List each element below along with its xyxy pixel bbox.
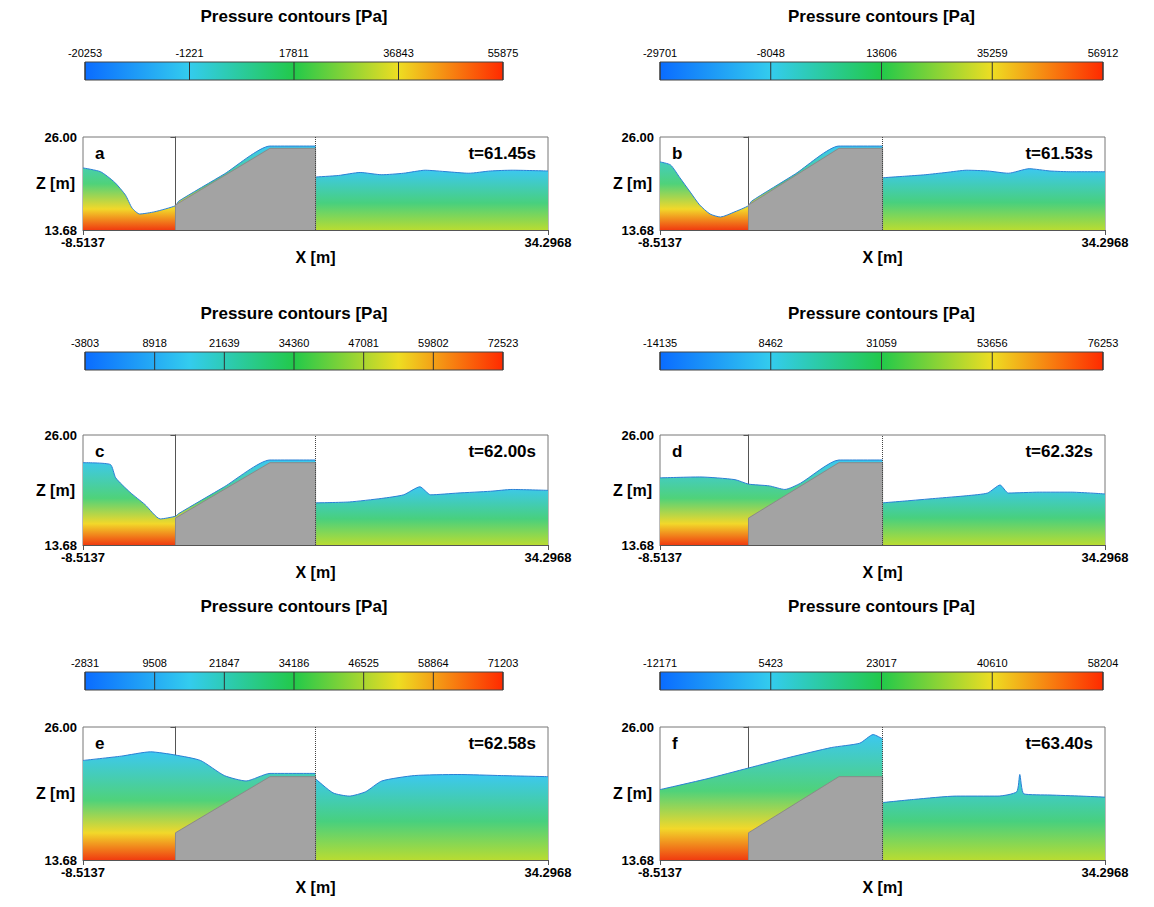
svg-text:56912: 56912 — [1088, 47, 1119, 59]
svg-text:-1221: -1221 — [175, 47, 203, 59]
svg-text:Pressure contours [Pa]: Pressure contours [Pa] — [200, 597, 387, 616]
svg-text:e: e — [95, 734, 104, 753]
svg-text:-20253: -20253 — [68, 47, 102, 59]
svg-text:5423: 5423 — [759, 657, 783, 669]
svg-text:76253: 76253 — [1088, 337, 1119, 349]
svg-text:36843: 36843 — [383, 47, 414, 59]
svg-text:-8.5137: -8.5137 — [638, 550, 682, 565]
svg-text:34186: 34186 — [279, 657, 310, 669]
svg-text:-8.5137: -8.5137 — [61, 865, 105, 880]
svg-text:-3803: -3803 — [71, 337, 99, 349]
svg-text:d: d — [672, 442, 682, 461]
svg-text:17811: 17811 — [279, 47, 309, 59]
svg-text:26.00: 26.00 — [621, 720, 654, 735]
svg-text:13.68: 13.68 — [44, 537, 77, 553]
svg-text:58204: 58204 — [1088, 657, 1119, 669]
svg-text:13.68: 13.68 — [621, 537, 654, 553]
svg-text:Pressure contours [Pa]: Pressure contours [Pa] — [788, 7, 975, 26]
svg-text:Z [m]: Z [m] — [36, 785, 75, 802]
svg-text:21847: 21847 — [209, 657, 240, 669]
svg-text:35259: 35259 — [977, 47, 1008, 59]
svg-text:a: a — [95, 144, 105, 163]
svg-text:8918: 8918 — [142, 337, 166, 349]
svg-text:Pressure contours [Pa]: Pressure contours [Pa] — [200, 7, 387, 26]
svg-text:13.68: 13.68 — [621, 852, 654, 868]
svg-text:34.2968: 34.2968 — [525, 550, 572, 565]
svg-text:46525: 46525 — [348, 657, 379, 669]
svg-text:t=61.53s: t=61.53s — [1025, 144, 1093, 163]
svg-text:X [m]: X [m] — [296, 249, 336, 266]
svg-text:21639: 21639 — [209, 337, 240, 349]
svg-text:34.2968: 34.2968 — [525, 235, 572, 250]
svg-text:26.00: 26.00 — [44, 428, 77, 443]
svg-text:13.68: 13.68 — [621, 222, 654, 238]
svg-text:X [m]: X [m] — [863, 564, 903, 581]
svg-text:X [m]: X [m] — [863, 879, 903, 896]
svg-text:40610: 40610 — [977, 657, 1008, 669]
svg-text:59802: 59802 — [418, 337, 449, 349]
svg-text:34.2968: 34.2968 — [525, 865, 572, 880]
svg-text:-8048: -8048 — [757, 47, 785, 59]
svg-text:-8.5137: -8.5137 — [638, 865, 682, 880]
svg-text:-8.5137: -8.5137 — [61, 550, 105, 565]
svg-text:Pressure contours [Pa]: Pressure contours [Pa] — [788, 304, 975, 323]
svg-text:13606: 13606 — [866, 47, 897, 59]
svg-text:X [m]: X [m] — [296, 564, 336, 581]
svg-text:b: b — [672, 144, 682, 163]
svg-text:23017: 23017 — [866, 657, 897, 669]
svg-text:13.68: 13.68 — [44, 852, 77, 868]
svg-text:26.00: 26.00 — [44, 130, 77, 145]
svg-text:t=63.40s: t=63.40s — [1025, 734, 1093, 753]
svg-text:34.2968: 34.2968 — [1082, 865, 1129, 880]
svg-text:Z [m]: Z [m] — [613, 175, 652, 192]
svg-text:t=61.45s: t=61.45s — [468, 144, 536, 163]
svg-text:f: f — [672, 734, 678, 753]
svg-text:-8.5137: -8.5137 — [61, 235, 105, 250]
svg-text:-29701: -29701 — [643, 47, 677, 59]
svg-text:55875: 55875 — [488, 47, 519, 59]
svg-text:t=62.58s: t=62.58s — [468, 734, 536, 753]
svg-text:Z [m]: Z [m] — [613, 482, 652, 499]
svg-text:c: c — [95, 442, 104, 461]
svg-text:Z [m]: Z [m] — [36, 482, 75, 499]
svg-text:-2831: -2831 — [71, 657, 99, 669]
svg-text:53656: 53656 — [977, 337, 1008, 349]
svg-text:71203: 71203 — [488, 657, 519, 669]
svg-text:X [m]: X [m] — [296, 879, 336, 896]
svg-text:34.2968: 34.2968 — [1082, 550, 1129, 565]
svg-text:34360: 34360 — [279, 337, 310, 349]
svg-text:t=62.00s: t=62.00s — [468, 442, 536, 461]
svg-text:Z [m]: Z [m] — [36, 175, 75, 192]
svg-text:-8.5137: -8.5137 — [638, 235, 682, 250]
svg-text:9508: 9508 — [142, 657, 166, 669]
svg-text:Z [m]: Z [m] — [613, 785, 652, 802]
svg-text:t=62.32s: t=62.32s — [1025, 442, 1093, 461]
svg-text:-12171: -12171 — [643, 657, 677, 669]
svg-text:58864: 58864 — [418, 657, 449, 669]
svg-text:X [m]: X [m] — [863, 249, 903, 266]
svg-text:8462: 8462 — [759, 337, 783, 349]
svg-text:34.2968: 34.2968 — [1082, 235, 1129, 250]
svg-text:26.00: 26.00 — [44, 720, 77, 735]
svg-text:Pressure contours [Pa]: Pressure contours [Pa] — [200, 304, 387, 323]
svg-text:26.00: 26.00 — [621, 130, 654, 145]
svg-text:31059: 31059 — [866, 337, 897, 349]
svg-text:26.00: 26.00 — [621, 428, 654, 443]
svg-text:72523: 72523 — [488, 337, 519, 349]
svg-text:-14135: -14135 — [643, 337, 677, 349]
svg-text:13.68: 13.68 — [44, 222, 77, 238]
svg-text:Pressure contours [Pa]: Pressure contours [Pa] — [788, 597, 975, 616]
svg-text:47081: 47081 — [348, 337, 379, 349]
